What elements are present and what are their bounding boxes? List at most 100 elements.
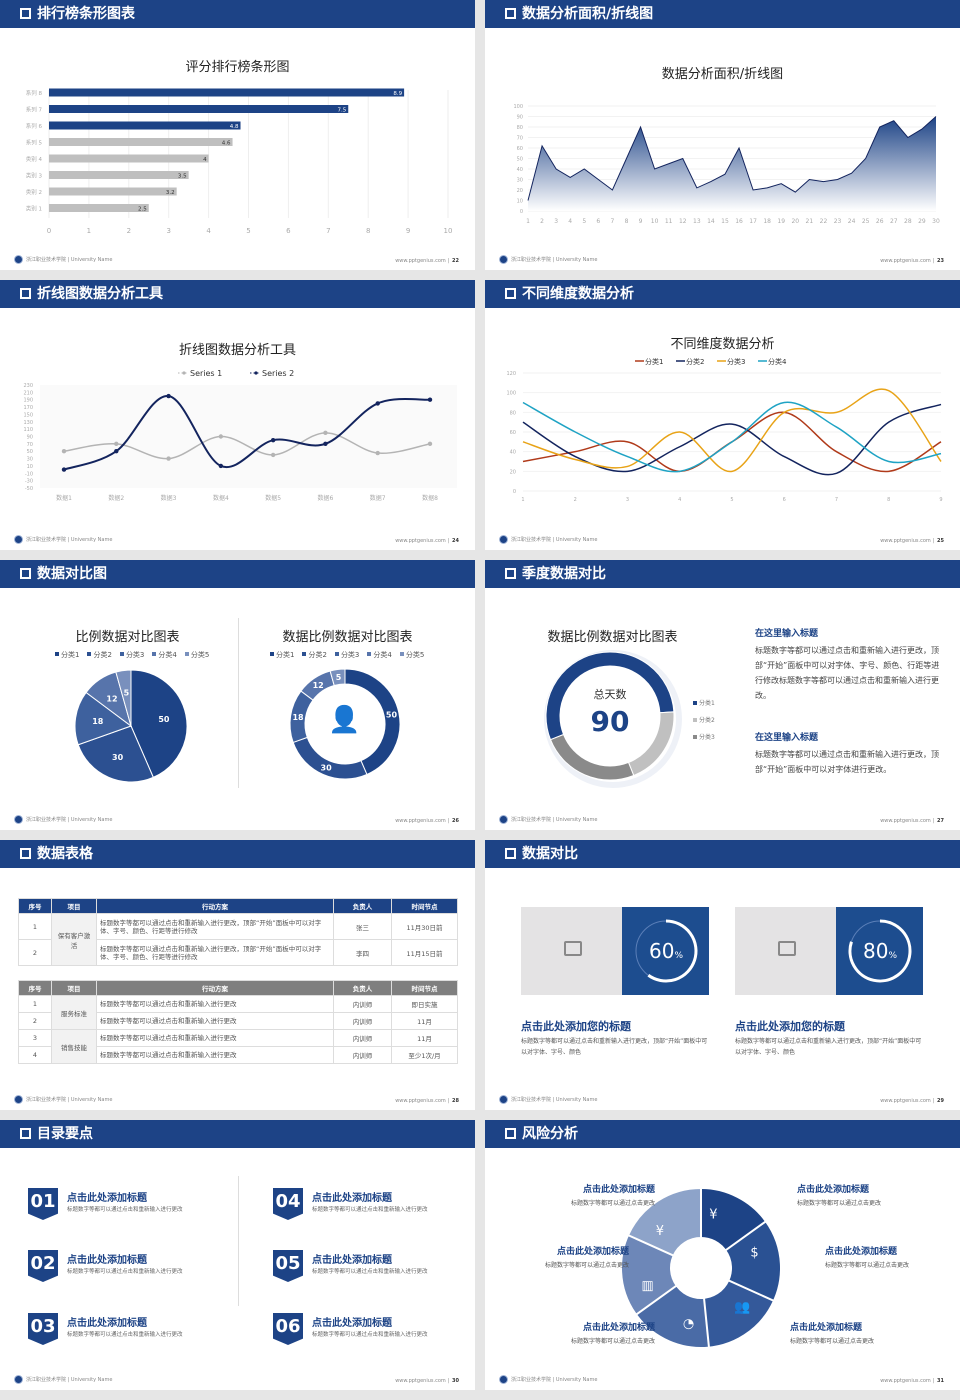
slice-label: 18 bbox=[92, 717, 104, 726]
footer-school: 浙江职业技术学院 | University Name bbox=[499, 1375, 597, 1384]
x-tick-label: 20 bbox=[791, 218, 799, 225]
x-tick-label: 7 bbox=[835, 497, 838, 503]
legend-label: 分类1 bbox=[276, 651, 295, 659]
slide-header: 不同维度数据分析 bbox=[485, 280, 960, 308]
risk-heading[interactable]: 点击此处添加标题 bbox=[582, 1323, 655, 1333]
image-placeholder[interactable] bbox=[521, 907, 622, 995]
legend-swatch bbox=[87, 652, 92, 656]
item-heading[interactable]: 点击此处添加标题 bbox=[67, 1193, 147, 1204]
data-point bbox=[218, 434, 224, 439]
bar-value-label: 3.2 bbox=[166, 190, 175, 196]
x-tick-label: 数据8 bbox=[422, 494, 438, 502]
y-tick-label: 120 bbox=[506, 371, 516, 377]
item-heading[interactable]: 点击此处添加标题 bbox=[312, 1193, 392, 1204]
separator: | bbox=[445, 1378, 450, 1384]
legend-label: 分类3 bbox=[727, 357, 745, 366]
category-label: 系列 7 bbox=[26, 106, 43, 114]
y-tick-label: 60 bbox=[510, 430, 516, 436]
number-badge: 06 bbox=[273, 1313, 303, 1345]
x-tick-label: 25 bbox=[862, 218, 870, 225]
pie-slice bbox=[292, 736, 368, 780]
bar-value-label: 4 bbox=[203, 157, 207, 163]
slide-pie-compare: 数据对比图 浙江职业技术学院 | University Name www.pptge… bbox=[0, 560, 475, 830]
checkbox-square-icon bbox=[505, 848, 516, 859]
risk-heading[interactable]: 点击此处添加标题 bbox=[797, 1185, 870, 1195]
item-heading[interactable]: 点击此处添加标题 bbox=[312, 1318, 392, 1329]
footer-page: www.pptgenius.com | 25 bbox=[880, 538, 944, 544]
page-number: 23 bbox=[937, 258, 944, 264]
slide-title: 数据表格 bbox=[37, 846, 93, 862]
risk-heading[interactable]: 点击此处添加标题 bbox=[790, 1323, 863, 1333]
legend-swatch bbox=[119, 652, 124, 656]
x-tick-label: 3 bbox=[554, 218, 558, 225]
chart-title: 不同维度数据分析 bbox=[670, 337, 775, 352]
block-text: 标题数字等都可以通过点击和重新输入进行更改，顶部“开始”面板中可以对字体、字号、… bbox=[755, 646, 940, 700]
y-tick-label: 100 bbox=[513, 104, 523, 110]
site-url: www.pptgenius.com bbox=[880, 818, 931, 824]
pie-slice bbox=[549, 733, 635, 781]
separator: | bbox=[445, 1098, 450, 1104]
footer-school: 浙江职业技术学院 | University Name bbox=[14, 1095, 112, 1104]
site-url: www.pptgenius.com bbox=[395, 258, 446, 264]
site-url: www.pptgenius.com bbox=[395, 818, 446, 824]
number-badge: 03 bbox=[28, 1313, 58, 1345]
x-tick-label: 19 bbox=[777, 218, 785, 225]
cell-deadline: 11月 bbox=[391, 1029, 458, 1047]
legend-item: 分类5 bbox=[184, 650, 209, 660]
y-tick-label: 150 bbox=[23, 412, 33, 418]
x-tick-label: 12 bbox=[679, 218, 687, 225]
item-heading[interactable]: 点击此处添加标题 bbox=[312, 1255, 392, 1266]
bar-value-label: 7.5 bbox=[338, 108, 347, 114]
item-heading[interactable]: 点击此处添加标题 bbox=[67, 1318, 147, 1329]
pie-slice bbox=[329, 668, 346, 687]
x-tick-label: 7 bbox=[610, 218, 614, 225]
card-text: 标题数字等都可以通过点击和重新输入进行更改，顶部“开始”面板中可以对字体、字号、… bbox=[735, 1038, 922, 1056]
x-tick-label: 22 bbox=[820, 218, 828, 225]
risk-heading[interactable]: 点击此处添加标题 bbox=[582, 1185, 655, 1195]
x-tick-label: 26 bbox=[876, 218, 884, 225]
legend-swatch bbox=[693, 701, 697, 705]
center-label: 总天数 bbox=[593, 688, 627, 701]
chart-title: 折线图数据分析工具 bbox=[178, 343, 296, 358]
footer-school: 浙江职业技术学院 | University Name bbox=[14, 255, 112, 264]
percent-number: 80 bbox=[862, 939, 889, 963]
slice-label: 5 bbox=[124, 689, 130, 698]
legend-swatch bbox=[693, 718, 697, 722]
slide-line-tool: 折线图数据分析工具 浙江职业技术学院 | University Name www.p… bbox=[0, 280, 475, 550]
data-point bbox=[61, 467, 67, 472]
footer-page: www.pptgenius.com | 29 bbox=[880, 1098, 944, 1104]
series-line bbox=[522, 401, 942, 473]
card-heading: 点击此处添加您的标题 bbox=[521, 1020, 631, 1033]
data-point bbox=[270, 437, 276, 443]
x-tick-label: 2 bbox=[574, 497, 577, 503]
slide-title: 季度数据对比 bbox=[522, 566, 606, 582]
divider bbox=[238, 618, 239, 788]
school-name: 浙江职业技术学院 | University Name bbox=[26, 257, 113, 263]
cell-owner: 内训师 bbox=[333, 1029, 392, 1047]
risk-heading[interactable]: 点击此处添加标题 bbox=[825, 1247, 898, 1257]
cell-owner: 张三 bbox=[333, 913, 392, 940]
checkbox-square-icon bbox=[20, 848, 31, 859]
separator: | bbox=[930, 538, 935, 544]
separator: | bbox=[445, 538, 450, 544]
risk-segment bbox=[626, 1186, 702, 1257]
y-tick-label: 190 bbox=[23, 398, 33, 404]
column-header: 项目 bbox=[51, 898, 97, 914]
site-url: www.pptgenius.com bbox=[880, 258, 931, 264]
y-tick-label: 170 bbox=[23, 405, 33, 411]
image-placeholder[interactable] bbox=[735, 907, 836, 995]
chart-svg bbox=[622, 907, 923, 995]
slice-label: 12 bbox=[106, 694, 117, 703]
plot-area bbox=[40, 385, 457, 488]
risk-heading[interactable]: 点击此处添加标题 bbox=[556, 1247, 629, 1257]
risk-text: 标题数字等都可以通过点击更改 bbox=[790, 1338, 875, 1345]
slide-area-chart: 数据分析面积/折线图 浙江职业技术学院 | University Name www.… bbox=[485, 0, 960, 270]
legend-label: 分类3 bbox=[699, 734, 715, 741]
item-heading[interactable]: 点击此处添加标题 bbox=[67, 1255, 147, 1266]
category-label: 系列 6 bbox=[26, 122, 43, 130]
slide-title: 数据对比 bbox=[522, 846, 578, 862]
x-tick-label: 21 bbox=[806, 218, 814, 225]
chart-title: 比例数据对比图表 bbox=[75, 630, 180, 645]
pie-slice bbox=[130, 669, 188, 779]
image-add-icon bbox=[564, 941, 582, 956]
